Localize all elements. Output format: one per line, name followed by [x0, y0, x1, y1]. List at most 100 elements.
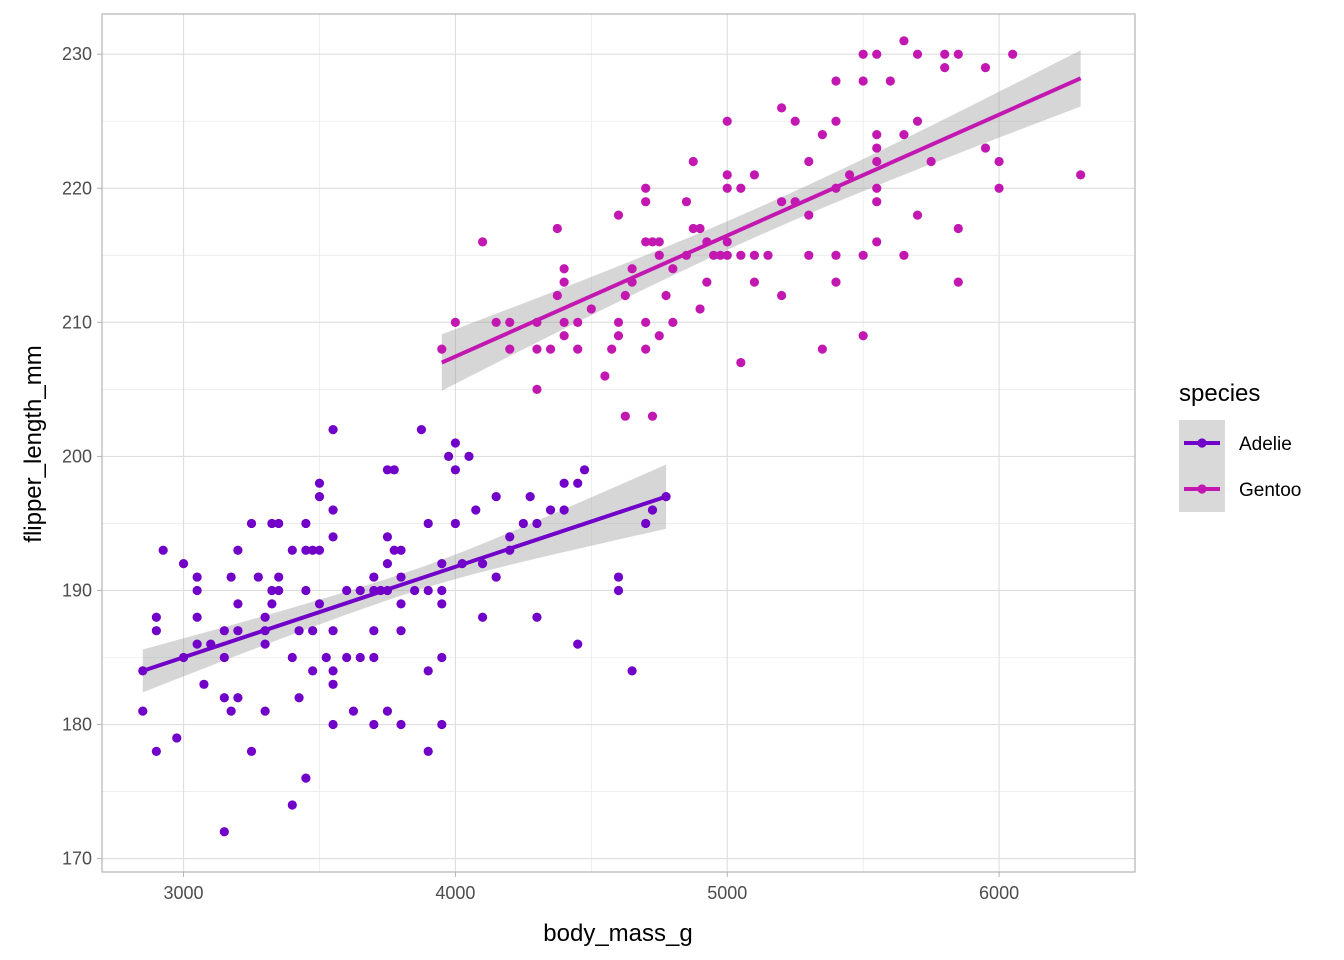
data-point-adelie: [505, 532, 515, 542]
x-axis: 3000 4000 5000 6000: [164, 872, 1019, 903]
data-point-gentoo: [613, 317, 624, 327]
data-point-adelie: [579, 465, 590, 475]
data-point-adelie: [172, 733, 182, 743]
data-point-gentoo: [552, 290, 562, 301]
trend-lines: [142, 76, 1082, 673]
data-point-adelie: [274, 585, 284, 596]
trend-line-adelie: [142, 494, 667, 673]
data-point-gentoo: [681, 197, 692, 207]
data-point-gentoo: [722, 116, 732, 126]
data-point-adelie: [471, 505, 481, 515]
data-point-adelie: [301, 545, 311, 555]
data-point-adelie: [491, 572, 501, 582]
data-point-adelie: [396, 626, 406, 636]
data-point-gentoo: [980, 63, 991, 73]
data-point-adelie: [260, 612, 270, 622]
data-point-adelie: [410, 585, 420, 596]
data-point-adelie: [294, 626, 304, 636]
data-point-adelie: [192, 585, 202, 596]
data-point-adelie: [342, 585, 352, 596]
data-point-gentoo: [559, 317, 569, 327]
data-point-adelie: [301, 585, 311, 596]
data-point-gentoo: [872, 183, 882, 193]
data-point-gentoo: [872, 143, 882, 153]
data-point-adelie: [192, 612, 202, 622]
x-tick-label: 4000: [435, 883, 475, 903]
data-point-adelie: [233, 545, 243, 555]
data-point-gentoo: [899, 250, 909, 260]
data-point-gentoo: [872, 130, 882, 140]
data-point-gentoo: [668, 264, 678, 274]
data-point-gentoo: [654, 237, 664, 247]
data-point-gentoo: [709, 250, 719, 260]
data-point-adelie: [274, 572, 284, 582]
data-point-adelie: [382, 706, 393, 716]
data-point-gentoo: [573, 344, 583, 354]
data-point-gentoo: [749, 250, 760, 260]
data-point-gentoo: [899, 130, 909, 140]
data-point-adelie: [267, 585, 277, 596]
data-point-adelie: [151, 612, 161, 622]
data-point-adelie: [423, 746, 433, 756]
data-point-adelie: [246, 746, 257, 756]
data-point-adelie: [260, 706, 270, 716]
data-point-adelie: [437, 652, 447, 663]
data-point-adelie: [308, 545, 318, 555]
data-point-adelie: [389, 545, 399, 555]
data-point-gentoo: [953, 223, 963, 234]
data-point-adelie: [158, 545, 168, 555]
data-point-adelie: [219, 693, 229, 703]
data-point-adelie: [382, 465, 393, 475]
data-point-gentoo: [641, 237, 651, 247]
data-point-adelie: [613, 585, 624, 596]
data-point-adelie: [437, 559, 447, 569]
x-axis-title: body_mass_g: [543, 920, 692, 947]
data-point-adelie: [294, 693, 304, 703]
data-point-adelie: [573, 639, 583, 649]
data-point-gentoo: [654, 250, 664, 260]
data-point-adelie: [647, 505, 658, 515]
data-point-gentoo: [926, 156, 936, 167]
data-point-gentoo: [607, 344, 617, 354]
data-point-gentoo: [858, 250, 868, 260]
data-point-adelie: [518, 518, 528, 529]
y-axis: 170 180 190 200 210 220 230: [62, 44, 102, 869]
data-point-adelie: [328, 679, 338, 689]
data-point-gentoo: [613, 210, 624, 220]
data-point-gentoo: [647, 237, 658, 247]
data-point-adelie: [491, 492, 501, 502]
data-point-adelie: [328, 666, 338, 676]
data-point-adelie: [274, 518, 284, 529]
data-point-adelie: [423, 518, 433, 529]
data-point-adelie: [192, 639, 202, 649]
data-point-gentoo: [552, 223, 562, 234]
data-point-adelie: [233, 599, 243, 609]
data-point-adelie: [328, 424, 338, 435]
data-point-gentoo: [804, 250, 814, 260]
data-point-gentoo: [912, 116, 923, 126]
y-tick-label: 190: [62, 580, 92, 600]
y-tick-label: 210: [62, 312, 92, 332]
legend-key-point: [1197, 484, 1207, 494]
data-point-gentoo: [777, 290, 787, 301]
data-point-adelie: [369, 719, 379, 730]
data-point-gentoo: [654, 331, 664, 341]
data-point-gentoo: [559, 277, 569, 287]
data-point-gentoo: [695, 304, 705, 314]
data-point-gentoo: [804, 210, 814, 220]
data-point-gentoo: [532, 384, 542, 394]
data-point-adelie: [443, 451, 454, 462]
data-point-gentoo: [600, 371, 610, 381]
data-point-gentoo: [477, 237, 488, 247]
data-point-adelie: [233, 626, 243, 636]
data-point-adelie: [233, 693, 243, 703]
data-point-gentoo: [858, 49, 868, 59]
data-point-adelie: [423, 666, 433, 676]
data-point-gentoo: [695, 223, 705, 234]
data-point-gentoo: [620, 290, 630, 301]
data-point-adelie: [369, 572, 379, 582]
data-point-adelie: [369, 626, 379, 636]
data-point-adelie: [355, 652, 365, 663]
data-point-adelie: [328, 719, 338, 730]
data-point-gentoo: [586, 304, 596, 314]
